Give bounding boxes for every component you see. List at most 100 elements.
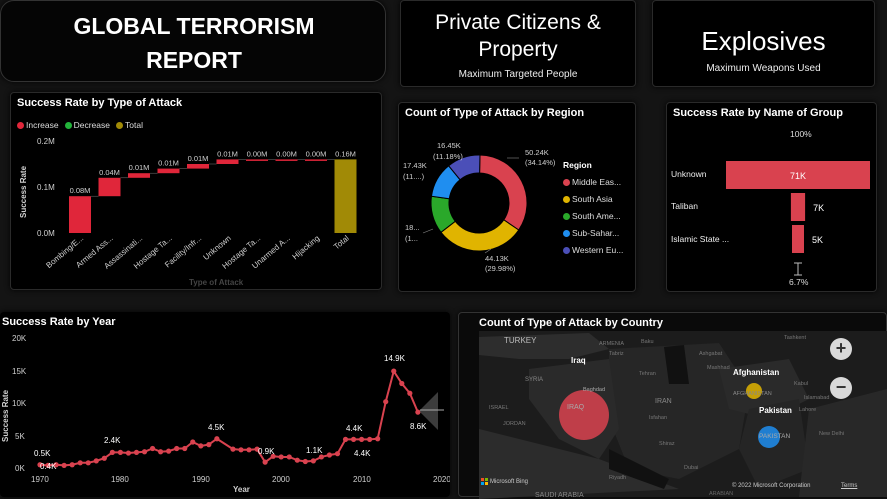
year-point-label-4: 0.9K bbox=[258, 447, 275, 456]
year-point-2004[interactable] bbox=[310, 458, 316, 464]
year-line-chart-card[interactable]: Success Rate by Year Success Rate 20K 15… bbox=[0, 312, 450, 497]
year-line-plot: Success Rate 20K 15K 10K 5K 0K 1970 1980… bbox=[1, 334, 450, 494]
legend-total[interactable]: Total bbox=[116, 120, 143, 130]
waterfall-bar-3[interactable] bbox=[157, 168, 180, 174]
year-point-2001[interactable] bbox=[286, 454, 292, 460]
map-terms-link[interactable]: Terms bbox=[841, 483, 858, 489]
waterfall-bar-1[interactable] bbox=[98, 177, 121, 197]
donut-legend-sub-saharan[interactable]: Sub-Sahar... bbox=[563, 225, 623, 242]
map-label-jordan: JORDAN bbox=[503, 421, 526, 427]
waterfall-bar-label-5: 0.01M bbox=[217, 149, 238, 158]
donut-slice-south-asia[interactable] bbox=[440, 219, 520, 252]
funnel-bar-2[interactable] bbox=[792, 225, 804, 253]
land-turkey bbox=[479, 333, 609, 359]
bubble-afghanistan[interactable] bbox=[746, 383, 762, 399]
year-point-1992[interactable] bbox=[214, 436, 220, 442]
map-label-pakistan: PAKISTAN bbox=[759, 433, 790, 440]
waterfall-bar-9[interactable] bbox=[334, 159, 357, 233]
waterfall-bar-4[interactable] bbox=[187, 164, 209, 169]
map-zoom-in-button[interactable]: + bbox=[830, 338, 852, 360]
year-point-1995[interactable] bbox=[238, 447, 244, 453]
map-label-pakistan-hover: Pakistan bbox=[759, 406, 792, 415]
year-point-1982[interactable] bbox=[133, 449, 140, 455]
year-point-1981[interactable] bbox=[125, 450, 132, 456]
map-label-dubai: Dubai bbox=[684, 465, 698, 471]
year-point-2015[interactable] bbox=[399, 380, 405, 387]
map-canvas[interactable]: TURKEY Iraq SYRIA IRAQ Baghdad IRAN Afgh… bbox=[459, 329, 887, 499]
year-point-1998[interactable] bbox=[262, 459, 268, 465]
legend-decrease[interactable]: Decrease bbox=[64, 120, 110, 130]
donut-chart-card[interactable]: Count of Type of Attack by Region 50.24K… bbox=[398, 102, 636, 292]
waterfall-bar-7[interactable] bbox=[275, 159, 298, 161]
year-point-1980[interactable] bbox=[117, 449, 123, 455]
funnel-value-2: 5K bbox=[812, 235, 823, 245]
waterfall-chart-card[interactable]: Success Rate by Type of Attack Increase … bbox=[10, 92, 382, 290]
year-point-2008[interactable] bbox=[342, 436, 349, 442]
year-point-1978[interactable] bbox=[101, 455, 107, 461]
year-point-1983[interactable] bbox=[141, 449, 148, 455]
waterfall-bar-8[interactable] bbox=[305, 159, 327, 161]
year-point-2006[interactable] bbox=[326, 452, 333, 458]
funnel-bar-0[interactable] bbox=[726, 161, 870, 189]
year-point-2016[interactable] bbox=[407, 390, 413, 396]
year-point-2002[interactable] bbox=[294, 457, 300, 463]
kpi-weapons-caption: Maximum Weapons Used bbox=[706, 63, 821, 74]
year-point-1975[interactable] bbox=[77, 460, 83, 466]
year-point-1996[interactable] bbox=[246, 447, 252, 453]
donut-legend-south-asia[interactable]: South Asia bbox=[563, 191, 623, 208]
donut-legend-western-europe[interactable]: Western Eu... bbox=[563, 242, 623, 259]
year-point-1987[interactable] bbox=[174, 445, 180, 452]
map-label-syria: SYRIA bbox=[525, 377, 543, 383]
year-point-1991[interactable] bbox=[206, 442, 212, 448]
year-point-1984[interactable] bbox=[149, 445, 156, 452]
year-point-1989[interactable] bbox=[190, 439, 196, 445]
legend-decrease-label: Decrease bbox=[73, 120, 110, 130]
waterfall-bar-label-8: 0.00M bbox=[306, 149, 327, 158]
year-point-1988[interactable] bbox=[182, 445, 188, 452]
year-point-1985[interactable] bbox=[158, 449, 164, 455]
donut-legend-south-america[interactable]: South Ame... bbox=[563, 208, 623, 225]
year-point-2007[interactable] bbox=[334, 451, 341, 457]
bubble-iraq[interactable] bbox=[559, 390, 609, 440]
group-funnel-card[interactable]: Success Rate by Name of Group 100% 71K 7K… bbox=[666, 102, 877, 292]
bubble-pakistan[interactable] bbox=[758, 426, 780, 448]
waterfall-bar-0[interactable] bbox=[69, 196, 91, 233]
year-point-1972[interactable] bbox=[53, 462, 59, 468]
year-point-1974[interactable] bbox=[69, 462, 75, 468]
waterfall-bar-2[interactable] bbox=[128, 173, 150, 178]
year-point-2013[interactable] bbox=[383, 399, 389, 405]
year-point-1973[interactable] bbox=[61, 462, 67, 468]
waterfall-bar-5[interactable] bbox=[216, 159, 239, 164]
year-point-2005[interactable] bbox=[318, 454, 324, 460]
waterfall-bar-6[interactable] bbox=[246, 159, 268, 161]
year-point-1970[interactable] bbox=[37, 462, 43, 468]
year-point-label-1: 0.4K bbox=[40, 462, 57, 471]
waterfall-xlabel: Type of Attack bbox=[189, 278, 244, 287]
donut-slice-middle-east[interactable] bbox=[479, 154, 528, 231]
year-point-2011[interactable] bbox=[367, 436, 373, 442]
year-point-1971[interactable] bbox=[45, 462, 51, 468]
year-point-2017[interactable] bbox=[415, 409, 421, 415]
year-point-1979[interactable] bbox=[109, 449, 115, 455]
year-point-1997[interactable] bbox=[254, 446, 260, 452]
year-point-1990[interactable] bbox=[198, 443, 204, 449]
year-point-2010[interactable] bbox=[359, 436, 365, 442]
year-point-1977[interactable] bbox=[93, 458, 99, 464]
year-point-2014[interactable] bbox=[391, 368, 397, 374]
year-point-2012[interactable] bbox=[375, 436, 381, 442]
waterfall-bar-label-0: 0.08M bbox=[70, 186, 91, 195]
year-point-2003[interactable] bbox=[302, 458, 308, 465]
donut-legend-title: Region bbox=[563, 160, 592, 170]
year-point-1986[interactable] bbox=[166, 448, 172, 454]
donut-legend-middle-east[interactable]: Middle Eas... bbox=[563, 174, 623, 191]
map-zoom-out-button[interactable]: − bbox=[830, 377, 852, 399]
year-point-2000[interactable] bbox=[278, 454, 284, 460]
year-point-1976[interactable] bbox=[85, 460, 91, 466]
funnel-bar-1[interactable] bbox=[790, 193, 806, 221]
year-point-1994[interactable] bbox=[230, 446, 236, 452]
donut-slice-western-europe[interactable] bbox=[447, 154, 481, 181]
country-map-card[interactable]: Count of Type of Attack by Country TURKE… bbox=[458, 312, 887, 499]
year-point-2009[interactable] bbox=[350, 436, 357, 442]
legend-increase[interactable]: Increase bbox=[17, 120, 59, 130]
year-point-1999[interactable] bbox=[270, 453, 276, 459]
